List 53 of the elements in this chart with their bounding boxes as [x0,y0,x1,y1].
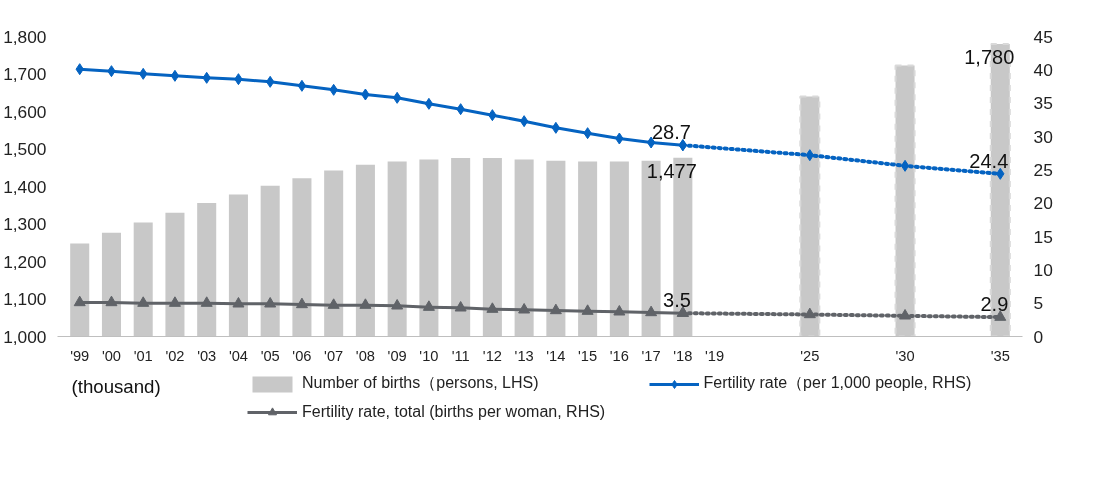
x-tick-label: '04 [228,347,248,364]
x-tick-label: '19 [705,347,725,364]
x-tick-label: '10 [419,347,439,364]
text: (thousand) [71,375,161,397]
y2-tick-label: 0 [1033,326,1044,347]
y-tick-label: 1,300 [3,214,47,234]
data-label: 2.9 [980,293,1009,316]
legend-label: Fertility rate（per 1,000 people, RHS) [703,373,972,393]
legend-label: Number of births（persons, LHS) [302,373,539,393]
y2-tick-label: 20 [1033,193,1053,214]
x-tick-label: '99 [70,347,90,364]
x-tick-label: '05 [260,347,280,364]
x-tick-label: '13 [514,347,534,364]
data-label: 28.7 [651,121,691,144]
x-tick-label: '06 [292,347,312,364]
x-tick-label: '16 [609,347,629,364]
x-tick-label: '25 [800,347,820,364]
x-tick-label: '08 [355,347,375,364]
x-tick-label: '12 [482,347,502,364]
x-tick-label: '11 [451,347,470,364]
y-tick-label: 1,400 [3,176,47,197]
x-tick-label: '01 [133,347,153,364]
x-tick-label: '35 [990,347,1010,364]
data-label: 24.4 [969,149,1009,172]
x-tick-label: '30 [895,347,915,364]
x-tick-label: '00 [101,347,122,364]
y-tick-label: 1,600 [3,101,47,122]
x-tick-label: '02 [165,347,185,364]
x-tick-label: '03 [197,347,217,364]
y-tick-label: 1,700 [3,64,47,84]
x-tick-label: '17 [641,347,661,364]
x-tick-label: '07 [324,347,344,364]
legend-label: Fertility rate, total (births per woman, RHS) [302,403,606,421]
y2-tick-label: 40 [1033,59,1053,80]
y-tick-label: 1,800 [3,26,47,47]
x-tick-label: '09 [387,347,407,364]
data-label: 1,477 [646,159,697,182]
x-tick-label: '18 [673,347,693,364]
y2-tick-label: 30 [1033,126,1053,147]
y2-tick-label: 10 [1033,259,1053,280]
y-tick-label: 1,000 [3,326,47,347]
x-tick-label: '14 [546,347,566,364]
y2-tick-label: 35 [1033,93,1053,114]
x-tick-label: '15 [578,347,598,364]
y2-tick-label: 5 [1033,293,1044,314]
data-label: 3.5 [663,289,691,312]
y2-tick-label: 45 [1033,26,1053,47]
y2-tick-label: 15 [1033,226,1053,247]
y2-tick-label: 25 [1033,159,1053,180]
y-tick-label: 1,500 [3,139,47,159]
y-tick-label: 1,200 [3,251,47,272]
y-tick-label: 1,100 [3,289,47,309]
data-label: 1,780 [964,46,1015,68]
